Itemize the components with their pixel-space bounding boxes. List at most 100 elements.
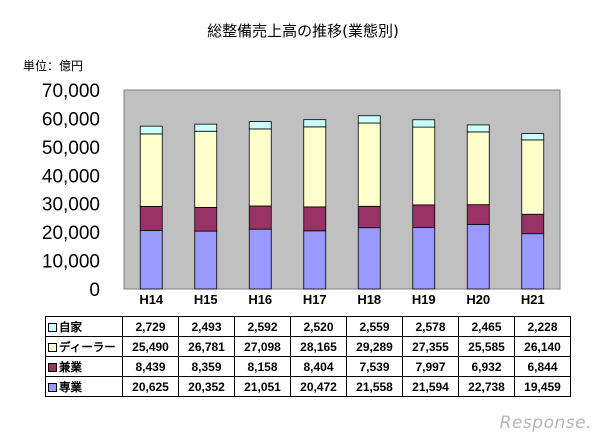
table-cell: 2,592 bbox=[234, 316, 291, 337]
table-cell: 26,781 bbox=[178, 336, 235, 357]
table-row: ディーラー 25,490 26,781 27,098 28,165 29,289 27,35… bbox=[45, 336, 571, 357]
legend-swatch bbox=[48, 342, 57, 352]
bar-segment bbox=[521, 213, 545, 235]
bar-segment bbox=[466, 131, 490, 206]
bar-segment bbox=[139, 229, 163, 290]
y-tick-label: 50,000 bbox=[42, 138, 100, 159]
bar-segment bbox=[248, 205, 272, 230]
table-cell: 2,578 bbox=[402, 316, 459, 337]
bar-segment bbox=[412, 126, 436, 206]
legend-entry: 専業 bbox=[45, 376, 123, 397]
table-cell: 21,594 bbox=[402, 376, 459, 397]
bar-segment bbox=[466, 223, 490, 290]
bars bbox=[139, 115, 545, 290]
table-cell: 6,932 bbox=[458, 356, 515, 377]
bar-segment bbox=[248, 128, 272, 207]
bar-segment bbox=[194, 130, 218, 208]
table-cell: 26,140 bbox=[514, 336, 571, 357]
table-cell: 27,098 bbox=[234, 336, 291, 357]
bar-segment bbox=[412, 119, 436, 128]
bar-segment bbox=[521, 133, 545, 141]
table-row: 専業 20,625 20,352 21,051 20,472 21,558 21,594 22… bbox=[45, 376, 571, 397]
legend-entry: 兼業 bbox=[45, 356, 123, 377]
legend-entry: ディーラー bbox=[45, 336, 123, 357]
x-tick-label: H20 bbox=[466, 292, 490, 307]
y-tick-label: 20,000 bbox=[42, 223, 100, 244]
table-cell: 20,625 bbox=[122, 376, 179, 397]
bar-segment bbox=[521, 139, 545, 215]
table-row: 自家 2,729 2,493 2,592 2,520 2,559 2,578 2,465 2,2… bbox=[45, 316, 571, 337]
bar-segment bbox=[466, 124, 490, 133]
table-cell: 29,289 bbox=[346, 336, 403, 357]
table-cell: 28,165 bbox=[290, 336, 347, 357]
y-tick-label: 40,000 bbox=[42, 166, 100, 187]
table-cell: 7,997 bbox=[402, 356, 459, 377]
table-cell: 20,472 bbox=[290, 376, 347, 397]
table-cell: 2,465 bbox=[458, 316, 515, 337]
table-cell: 8,158 bbox=[234, 356, 291, 377]
x-axis: H14 H15 H16 H17 H18 H19 H20 H21 bbox=[139, 292, 544, 307]
watermark-logo: Response. bbox=[499, 413, 592, 433]
table-row: 兼業 8,439 8,359 8,158 8,404 7,539 7,997 6,932 6,8… bbox=[45, 356, 571, 377]
table-cell: 2,493 bbox=[178, 316, 235, 337]
x-tick-label: H15 bbox=[194, 292, 218, 307]
unit-label: 単位：億円 bbox=[23, 59, 84, 73]
y-tick-label: 10,000 bbox=[42, 252, 100, 273]
legend-label: 専業 bbox=[59, 379, 82, 394]
legend-label: ディーラー bbox=[59, 339, 116, 354]
table-cell: 21,051 bbox=[234, 376, 291, 397]
table-cell: 19,459 bbox=[514, 376, 571, 397]
table-cell: 2,520 bbox=[290, 316, 347, 337]
table-cell: 2,729 bbox=[122, 316, 179, 337]
x-tick-label: H16 bbox=[248, 292, 272, 307]
table-cell: 8,404 bbox=[290, 356, 347, 377]
bar-segment bbox=[357, 115, 381, 124]
table-cell: 25,490 bbox=[122, 336, 179, 357]
bar-segment bbox=[303, 230, 327, 290]
table-cell: 6,844 bbox=[514, 356, 571, 377]
bar-segment bbox=[357, 227, 381, 290]
bar-segment bbox=[194, 206, 218, 232]
bar-segment bbox=[412, 227, 436, 290]
y-tick-label: 0 bbox=[89, 280, 100, 301]
bar-segment bbox=[194, 123, 218, 132]
x-tick-label: H19 bbox=[412, 292, 436, 307]
x-tick-label: H21 bbox=[521, 292, 545, 307]
bar-segment bbox=[139, 133, 163, 207]
table-cell: 22,738 bbox=[458, 376, 515, 397]
x-tick-label: H18 bbox=[357, 292, 381, 307]
bar-segment bbox=[412, 204, 436, 229]
data-table: 自家 2,729 2,493 2,592 2,520 2,559 2,578 2,465 2,2… bbox=[45, 316, 571, 397]
legend-label: 兼業 bbox=[59, 359, 82, 374]
table-cell: 25,585 bbox=[458, 336, 515, 357]
bar-segment bbox=[194, 230, 218, 290]
y-tick-label: 60,000 bbox=[42, 109, 100, 130]
legend-swatch bbox=[48, 362, 57, 372]
legend-label: 自家 bbox=[59, 319, 82, 334]
legend-swatch bbox=[48, 322, 57, 332]
y-tick-label: 30,000 bbox=[42, 195, 100, 216]
bar-segment bbox=[357, 205, 381, 229]
table-cell: 2,228 bbox=[514, 316, 571, 337]
y-axis: 0 10,000 20,000 30,000 40,000 50,000 60,000 70,… bbox=[42, 81, 100, 301]
table-cell: 2,559 bbox=[346, 316, 403, 337]
y-tick-label: 70,000 bbox=[42, 81, 100, 102]
table-cell: 20,352 bbox=[178, 376, 235, 397]
chart-title: 総整備売上高の推移(業態別) bbox=[207, 22, 399, 40]
legend-swatch bbox=[48, 382, 57, 392]
x-tick-label: H17 bbox=[303, 292, 327, 307]
table-cell: 8,439 bbox=[122, 356, 179, 377]
bar-segment bbox=[139, 205, 163, 231]
table-cell: 21,558 bbox=[346, 376, 403, 397]
legend-entry: 自家 bbox=[45, 316, 123, 337]
bar-segment bbox=[466, 204, 490, 225]
x-tick-label: H14 bbox=[139, 292, 164, 307]
bar-segment bbox=[357, 122, 381, 207]
bar-segment bbox=[521, 233, 545, 290]
bar-segment bbox=[303, 206, 327, 232]
plot-area bbox=[123, 89, 561, 290]
table-cell: 8,359 bbox=[178, 356, 235, 377]
table-cell: 27,355 bbox=[402, 336, 459, 357]
bar-segment bbox=[303, 126, 327, 208]
